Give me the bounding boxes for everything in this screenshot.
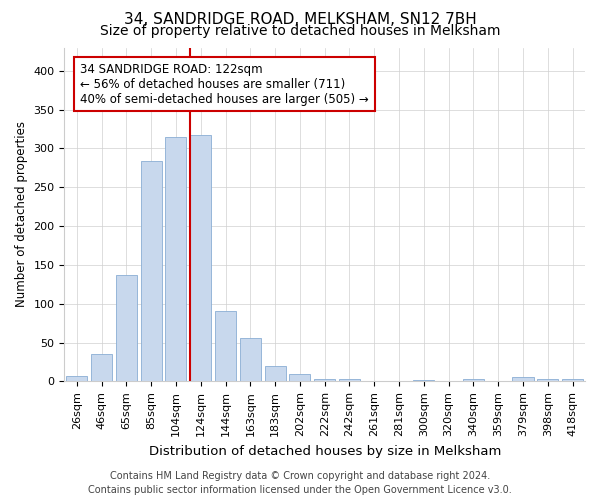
Bar (215, 312, 236, 382)
Bar (91, 354, 112, 382)
Bar (265, 366, 286, 382)
Bar (116, 275, 137, 382)
Bar (190, 135, 211, 382)
Bar (240, 338, 261, 382)
Text: Size of property relative to detached houses in Melksham: Size of property relative to detached ho… (100, 24, 500, 38)
Bar (166, 137, 187, 382)
Bar (512, 378, 533, 382)
Bar (66, 376, 88, 382)
X-axis label: Distribution of detached houses by size in Melksham: Distribution of detached houses by size … (149, 444, 501, 458)
Bar (463, 379, 484, 382)
Bar (314, 379, 335, 382)
Bar (289, 374, 310, 382)
Bar (537, 379, 559, 382)
Text: Contains HM Land Registry data © Crown copyright and database right 2024.
Contai: Contains HM Land Registry data © Crown c… (88, 471, 512, 495)
Bar (562, 379, 583, 382)
Text: 34, SANDRIDGE ROAD, MELKSHAM, SN12 7BH: 34, SANDRIDGE ROAD, MELKSHAM, SN12 7BH (124, 12, 476, 28)
Bar (413, 380, 434, 382)
Y-axis label: Number of detached properties: Number of detached properties (15, 122, 28, 308)
Bar (364, 380, 385, 382)
Text: 34 SANDRIDGE ROAD: 122sqm
← 56% of detached houses are smaller (711)
40% of semi: 34 SANDRIDGE ROAD: 122sqm ← 56% of detac… (80, 62, 369, 106)
Bar (339, 379, 360, 382)
Bar (140, 161, 162, 382)
